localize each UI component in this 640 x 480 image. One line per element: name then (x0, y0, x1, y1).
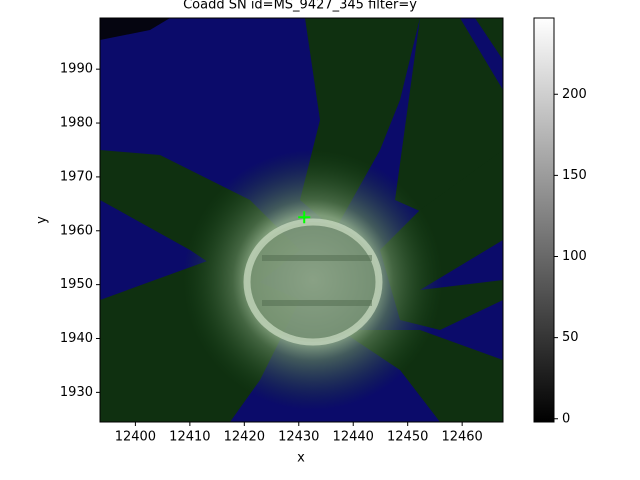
image (100, 18, 503, 422)
marker (298, 211, 311, 224)
colorbar-tick-label: 150 (562, 168, 587, 183)
y-tick-label: 1990 (60, 62, 93, 77)
x-tick-label: 12420 (224, 430, 265, 445)
x-tick-label: 12460 (441, 430, 482, 445)
x-tick-label: 12450 (387, 430, 428, 445)
plot-frame (99, 17, 504, 423)
x-tick-label: 12430 (278, 430, 319, 445)
y-tick-label: 1980 (60, 116, 93, 131)
y-tick-label: 1960 (60, 223, 93, 238)
colorbar-tick-label: 50 (562, 330, 579, 345)
colorbar-tick-label: 200 (562, 87, 587, 102)
x-tick-label: 12440 (333, 430, 374, 445)
y-axis-label: y (35, 216, 50, 224)
y-tick-label: 1950 (60, 277, 93, 292)
colorbar (533, 17, 555, 423)
x-tick-label: 12410 (169, 430, 210, 445)
x-tick-label: 12400 (115, 430, 156, 445)
colorbar-tick-label: 100 (562, 249, 587, 264)
y-tick-label: 1970 (60, 169, 93, 184)
chart-title: Coadd SN id=MS_9427_345 filter=y (183, 0, 417, 13)
colorbar-tick-label: 0 (562, 411, 570, 426)
y-tick-label: 1940 (60, 331, 93, 346)
x-axis-label: x (297, 451, 305, 466)
y-tick-label: 1930 (60, 385, 93, 400)
